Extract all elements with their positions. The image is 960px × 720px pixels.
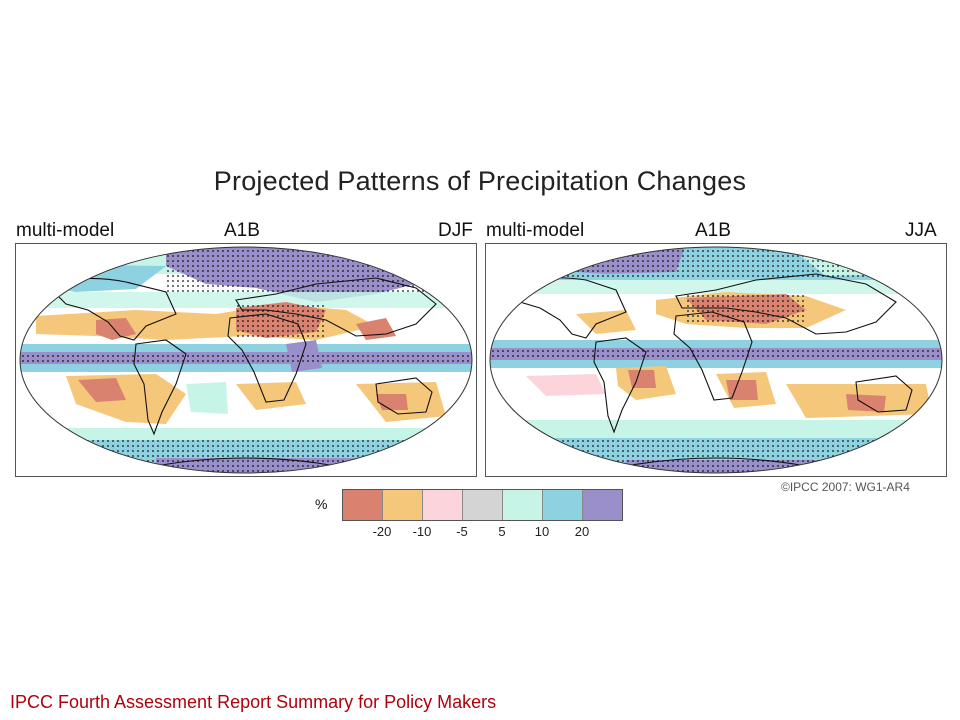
panel1-season-label: DJF xyxy=(438,220,473,241)
legend-tick: -5 xyxy=(456,524,468,539)
legend-colorbar xyxy=(342,489,623,521)
legend-tick: 10 xyxy=(534,524,550,539)
legend-swatch xyxy=(463,490,503,520)
figure-title: Projected Patterns of Precipitation Chan… xyxy=(213,166,747,196)
legend-swatch xyxy=(423,490,463,520)
panel1-scenario-label: A1B xyxy=(224,220,260,241)
legend-swatch xyxy=(343,490,383,520)
panel2-scenario-label: A1B xyxy=(695,220,731,241)
footer-caption: IPCC Fourth Assessment Report Summary fo… xyxy=(10,692,497,712)
legend-tick: -20 xyxy=(372,524,392,539)
panel1-model-label: multi-model xyxy=(16,220,115,241)
legend-swatch xyxy=(583,490,622,520)
legend-swatch xyxy=(543,490,583,520)
legend-tick: -10 xyxy=(412,524,432,539)
copyright-text: ©IPCC 2007: WG1-AR4 xyxy=(781,480,910,494)
legend-tick: 5 xyxy=(498,524,506,539)
panel2-model-label: multi-model xyxy=(486,220,585,241)
map-djf-graphic xyxy=(19,246,473,474)
panel2-season-label: JJA xyxy=(905,220,937,241)
legend-swatch xyxy=(383,490,423,520)
legend-tick: 20 xyxy=(574,524,590,539)
map-jja-graphic xyxy=(489,246,943,474)
legend-swatch xyxy=(503,490,543,520)
legend-unit: % xyxy=(315,496,328,512)
map-djf xyxy=(15,243,477,477)
map-jja xyxy=(485,243,947,477)
